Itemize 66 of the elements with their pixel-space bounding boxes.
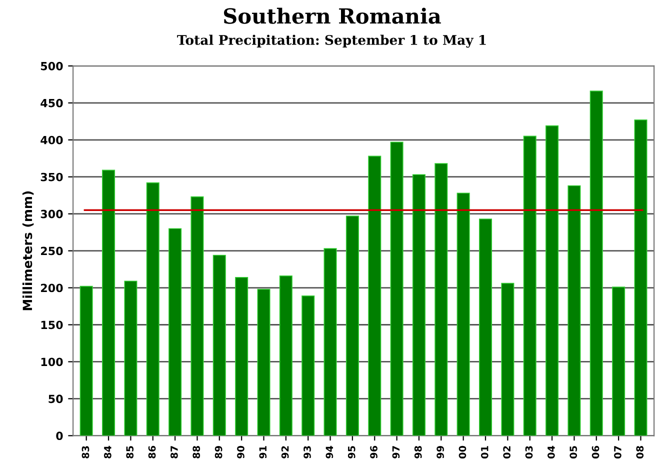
x-tick-label: 04 [548, 446, 555, 458]
y-tick-label: 300 [40, 210, 63, 218]
x-tick-label: 03 [525, 446, 533, 458]
x-tick-label: 84 [104, 446, 112, 458]
x-tick-label: 86 [148, 446, 156, 458]
x-tick-label: 99 [436, 446, 444, 458]
x-tick-label: 87 [170, 446, 178, 458]
bar [124, 280, 138, 436]
y-tick-label: 100 [41, 358, 63, 366]
x-tick-label: 94 [326, 446, 334, 458]
y-tick-label: 0 [56, 432, 63, 440]
bar [279, 276, 292, 436]
y-tick-label: 450 [40, 98, 63, 108]
x-tick-label: 97 [392, 446, 400, 458]
bar [523, 136, 536, 436]
bar [412, 174, 426, 436]
x-tick-label: 07 [614, 446, 622, 458]
bar [456, 192, 470, 436]
bar [80, 286, 93, 436]
x-tick-label: 95 [348, 446, 356, 458]
y-tick-label: 200 [41, 284, 63, 292]
y-tick-label: 350 [40, 172, 63, 182]
bar [257, 288, 270, 436]
x-tick-label: 98 [414, 446, 422, 458]
x-tick-label: 08 [636, 446, 644, 458]
bar [368, 156, 382, 436]
chart-subtitle: Total Precipitation: September 1 to May 1 [177, 34, 486, 48]
x-tick-label: 93 [304, 446, 311, 458]
bar [390, 142, 404, 436]
bar [634, 120, 648, 436]
bar [346, 216, 359, 436]
y-tick-label: 150 [41, 320, 63, 330]
x-tick-label: 90 [237, 446, 244, 458]
bar [546, 125, 559, 436]
x-tick-label: 05 [570, 446, 578, 458]
x-tick-label: 83 [82, 446, 90, 458]
bar [168, 228, 182, 436]
y-tick-label: 500 [40, 62, 63, 70]
x-tick-label: 01 [480, 446, 488, 458]
bar [568, 185, 581, 436]
x-tick-label: 02 [503, 446, 510, 458]
bar [102, 170, 116, 436]
bar [612, 286, 626, 436]
bar [146, 182, 160, 436]
x-tick-label: 06 [592, 446, 600, 458]
bar [212, 254, 226, 436]
bar [478, 218, 492, 436]
x-tick-label: 92 [281, 446, 289, 458]
bar [324, 248, 337, 436]
x-tick-label: 88 [192, 446, 200, 458]
chart-title: Southern Romania [224, 8, 441, 24]
y-tick-label: 400 [40, 136, 63, 144]
bar [235, 277, 248, 436]
bar [302, 295, 315, 436]
x-tick-label: 85 [126, 446, 134, 458]
bar [590, 90, 603, 436]
y-axis-title: Millimeters (mm) [22, 191, 34, 310]
x-tick-label: 91 [259, 446, 267, 458]
y-tick-label: 250 [41, 246, 63, 256]
x-tick-label: 96 [370, 446, 378, 458]
bar [190, 196, 204, 436]
x-tick-label: 00 [458, 446, 466, 458]
bar [434, 163, 448, 436]
y-tick-label: 50 [48, 394, 63, 404]
bar [501, 282, 514, 436]
x-tick-label: 89 [214, 446, 222, 458]
